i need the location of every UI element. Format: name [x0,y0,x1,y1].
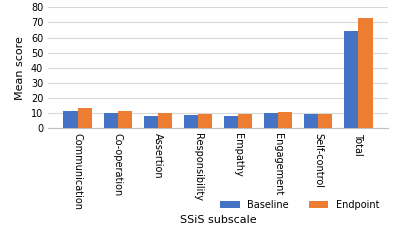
Bar [238,114,252,128]
Bar [144,116,158,128]
Y-axis label: Mean score: Mean score [15,36,25,100]
Bar [118,111,132,128]
Bar [264,113,278,128]
Legend: Baseline, Endpoint: Baseline, Endpoint [216,196,383,214]
Bar [278,112,292,128]
X-axis label: SSiS subscale: SSiS subscale [180,215,256,225]
Bar [344,31,358,128]
Bar [304,114,318,128]
Bar [104,113,118,128]
Bar [318,114,332,128]
Bar [78,108,92,128]
Bar [224,116,238,128]
Bar [64,111,78,128]
Bar [198,114,212,128]
Bar [358,18,372,128]
Bar [158,113,172,128]
Bar [184,115,198,128]
